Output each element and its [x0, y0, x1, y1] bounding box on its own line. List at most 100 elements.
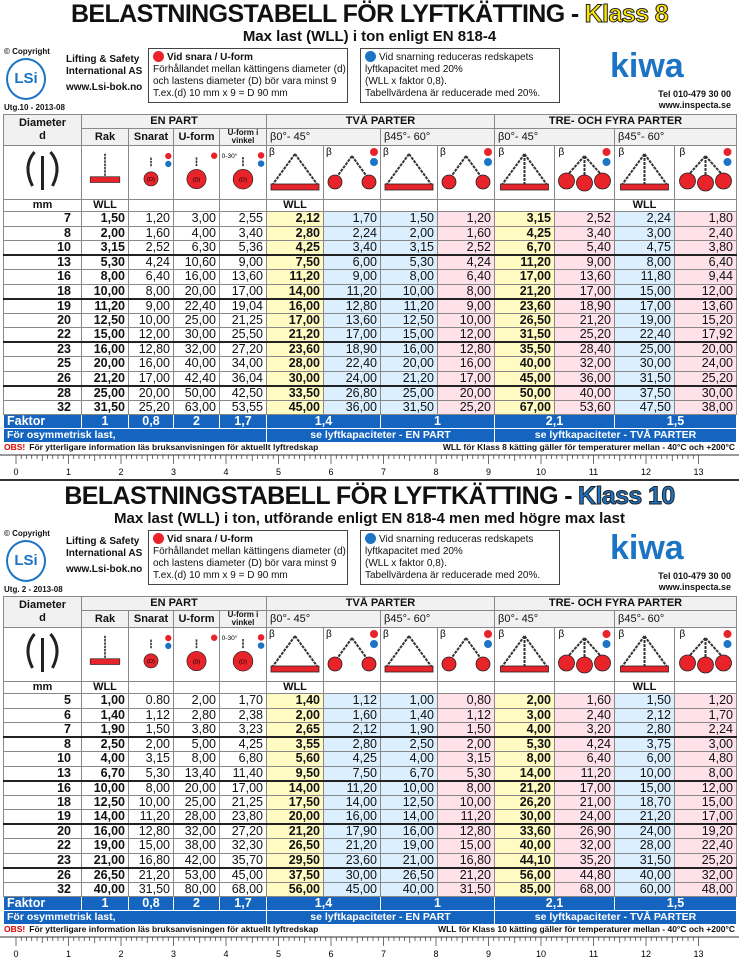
wll-value: 68,00 — [554, 881, 615, 897]
wll-value: 8,00 — [128, 283, 174, 300]
chain — [272, 635, 296, 667]
wll-value: 53,60 — [554, 399, 615, 415]
wll-value: 32,00 — [173, 341, 220, 357]
wll-value: 14,00 — [323, 794, 381, 810]
icon: β — [558, 629, 612, 674]
wll-value: 4,24 — [437, 254, 495, 270]
wll-value: 44,10 — [494, 852, 555, 869]
data-row: 32 31,50 25,20 63,00 53,55 45,00 36,00 31,50 25,… — [3, 399, 737, 415]
wll-value: 25,20 — [128, 399, 174, 415]
info: © Copyright LSi Lifting & Safety Internatio… — [0, 46, 739, 114]
column-header: Snarat — [128, 128, 174, 146]
chain — [465, 637, 483, 661]
note-text: och lastens diameter (D) bör vara minst … — [153, 76, 337, 87]
title-main: BELASTNINGSTABELL FÖR LYFTKÄTTING - — [64, 482, 572, 510]
ruler-label: 7 — [381, 949, 386, 959]
angle-header: β0°- 45° — [494, 128, 615, 146]
wll-value: 2,12 — [323, 722, 381, 738]
wll-value: 1,60 — [323, 707, 381, 723]
wll-value: 21,00 — [554, 794, 615, 810]
diameter: 10 — [3, 240, 82, 256]
title-klass: Klass 8 — [584, 0, 669, 29]
wll-value: 9,00 — [323, 269, 381, 285]
wll-value: 13,60 — [219, 269, 267, 285]
badge — [369, 157, 379, 167]
osym: se lyftkapaciteter - TVÅ PARTER — [494, 910, 737, 925]
wll-value: 40,00 — [494, 838, 555, 854]
wll-value: 1,70 — [219, 693, 267, 709]
icon — [89, 635, 121, 665]
wll-value: 4,00 — [494, 722, 555, 738]
note-snarning: Vid snarning reduceras redskapets lyftkap… — [360, 530, 560, 585]
wll-value: 4,25 — [494, 225, 555, 241]
data-row: 8 2,00 1,60 4,00 3,40 2,80 2,24 2,00 1,60 4,25 3,4… — [3, 225, 737, 241]
load-shape — [441, 174, 457, 190]
wll-value: 5,00 — [173, 736, 220, 752]
faktor: 2 — [173, 896, 220, 911]
load-shape — [143, 653, 159, 669]
edition: Utg. 2 - 2013-08 — [4, 585, 63, 594]
wll-value: 14,00 — [266, 283, 324, 300]
wll-value: 5,30 — [494, 736, 555, 752]
chain — [335, 637, 353, 661]
wll-value: 80,00 — [173, 881, 220, 897]
icon-cell — [3, 627, 82, 682]
chain — [386, 635, 410, 667]
wll-value: 10,60 — [173, 254, 220, 270]
data-row: 26 21,20 17,00 42,40 36,04 30,00 24,00 21,20 17,… — [3, 370, 737, 387]
wll-value: 10,00 — [614, 765, 675, 782]
icon-d: (D) — [239, 660, 247, 666]
note-line: (WLL x faktor 0,8). — [365, 76, 555, 88]
icon-cell: 0-30° (D) — [219, 145, 267, 200]
ruler-label: 1 — [66, 949, 71, 959]
wll-label — [323, 681, 381, 694]
wll-value: 1,20 — [674, 693, 737, 709]
wll-value: 31,50 — [437, 881, 495, 897]
wll-value: 8,00 — [437, 780, 495, 796]
wll-label — [173, 681, 220, 694]
website: www.Lsi-bok.no — [66, 82, 143, 93]
badge — [256, 159, 266, 168]
faktor: 1 — [380, 414, 495, 429]
wll-value: 2,00 — [128, 736, 174, 752]
note-snarning: Vid snarning reduceras redskapets lyftkap… — [360, 48, 560, 103]
icon-cell: β — [614, 627, 675, 682]
column-header: U-form — [173, 610, 220, 628]
wll-value: 5,60 — [266, 751, 324, 767]
column-header: Rak — [81, 610, 129, 628]
wll-value: 5,36 — [219, 240, 267, 256]
beta: β — [680, 629, 686, 640]
ruler-label: 0 — [13, 467, 18, 477]
wll-value: 25,00 — [173, 794, 220, 810]
icon — [26, 151, 59, 190]
wll-label — [128, 681, 174, 694]
ruler-label: 3 — [171, 949, 176, 959]
icon-cell: β — [266, 627, 324, 682]
wll-value: 21,20 — [266, 327, 324, 343]
group-header: EN PART — [81, 114, 267, 129]
wll-value: 2,00 — [437, 736, 495, 752]
wll-value: 25,00 — [81, 385, 129, 401]
wll-value: 6,00 — [614, 751, 675, 767]
wll-value: 23,80 — [219, 809, 267, 825]
wll-value: 24,00 — [554, 809, 615, 825]
chain — [621, 153, 646, 185]
wll-value: 8,00 — [674, 765, 737, 782]
wll-value: 34,00 — [219, 356, 267, 372]
wll-value: 12,00 — [674, 780, 737, 796]
wll-value: 21,00 — [81, 852, 129, 869]
beta: β — [269, 147, 275, 158]
wll-value: 3,15 — [494, 211, 555, 227]
wll-value: 11,20 — [266, 269, 324, 285]
icon: (D) — [186, 151, 219, 189]
icon: β — [499, 147, 549, 191]
icon: β — [383, 629, 434, 673]
copyright: © Copyright — [4, 47, 50, 56]
badge — [722, 639, 733, 649]
chain — [621, 635, 646, 667]
load-shape — [361, 656, 377, 672]
company: Lifting & Safety — [66, 54, 140, 65]
wll-value: 1,12 — [437, 707, 495, 723]
obs-label: OBS! — [4, 924, 26, 934]
wll-value: 10,00 — [380, 780, 438, 796]
